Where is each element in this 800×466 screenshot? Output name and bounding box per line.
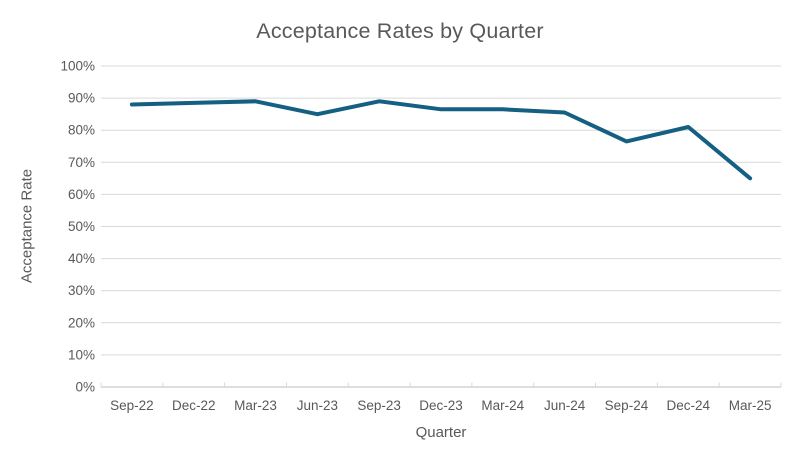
x-tick-label: Sep-22 [110,398,154,413]
chart-title: Acceptance Rates by Quarter [256,19,544,43]
y-tick-label: 20% [68,315,95,330]
y-axis-title-label: Acceptance Rate [18,168,36,284]
y-tick-label: 90% [68,91,95,106]
y-tick-label: 80% [68,123,95,138]
x-tick-label: Jun-24 [544,398,586,413]
data-line-acceptance-rate [129,99,753,181]
x-tick-label: Mar-24 [481,398,524,413]
y-tick-label: 40% [68,251,95,266]
y-tick-label: 50% [68,219,95,234]
x-axis-title: Quarter [415,424,467,441]
x-tick-label: Mar-25 [729,398,772,413]
y-tick-label: 0% [75,380,95,395]
y-tick-label: 10% [68,347,95,362]
x-tick-label: Dec-23 [419,398,463,413]
y-tick-label: 60% [68,187,95,202]
x-tick-label: Mar-23 [234,398,277,413]
x-tick-label: Dec-24 [667,398,711,413]
x-tick-label: Jun-23 [297,398,338,413]
y-tick-label: 100% [60,59,95,74]
y-tick-label: 70% [68,155,95,170]
x-tick-label: Sep-24 [605,398,649,413]
y-tick-label: 30% [68,283,95,298]
x-tick-label: Dec-22 [172,398,216,413]
x-tick-label: Sep-23 [357,398,401,413]
